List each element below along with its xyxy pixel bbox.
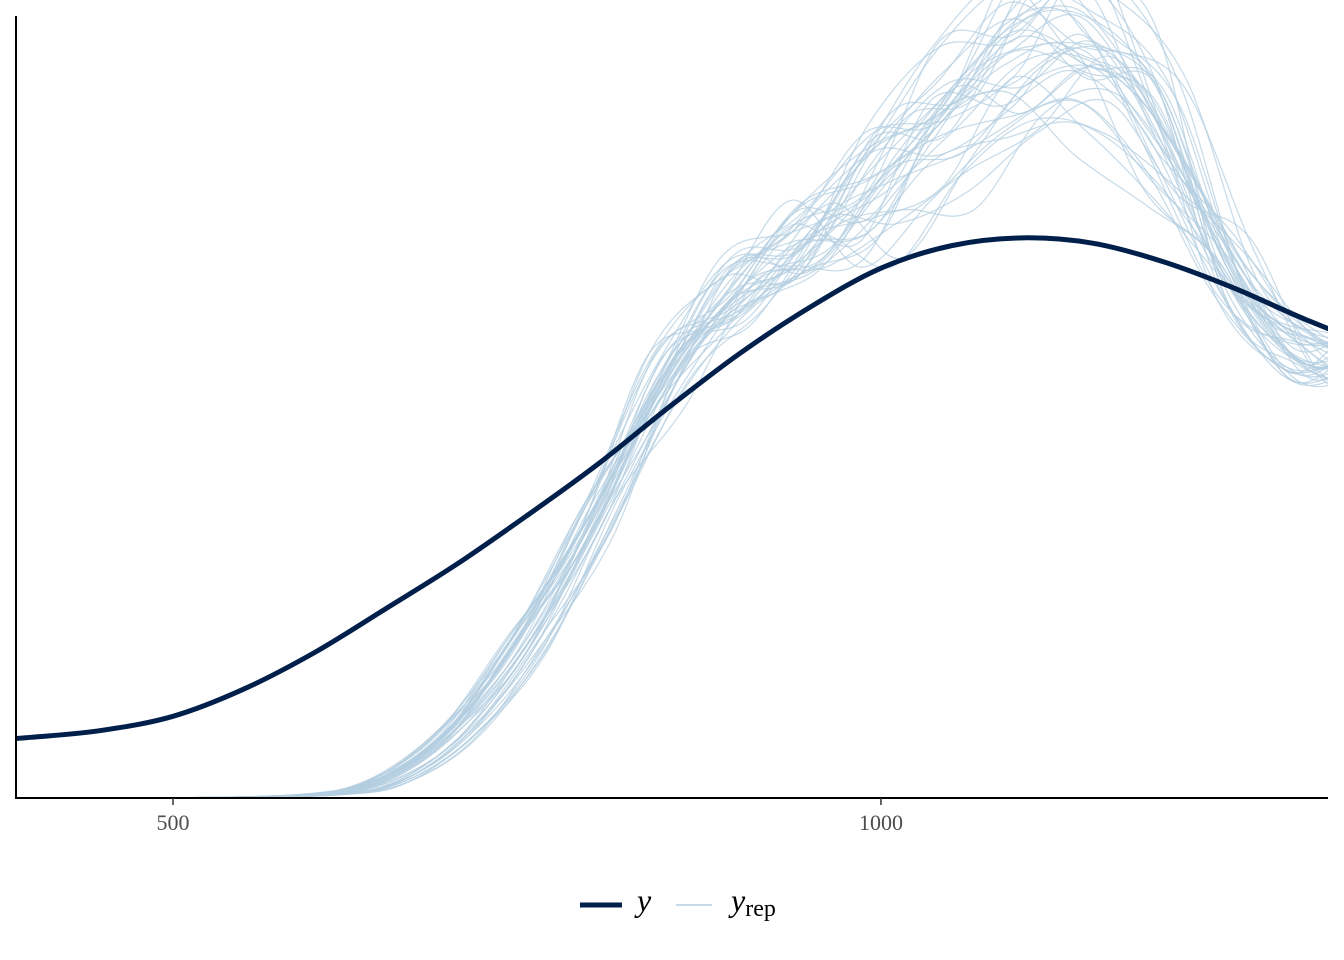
yrep-line [158, 1, 1328, 798]
x-ticks: 500100015002000 [157, 798, 903, 835]
legend-y-label: y [634, 882, 652, 918]
yrep-line [155, 90, 1328, 798]
yrep-line [152, 70, 1328, 798]
y-line [16, 235, 1328, 742]
yrep-line [176, 0, 1328, 798]
yrep-line [166, 9, 1328, 798]
yrep-line [192, 41, 1328, 798]
yrep-line [184, 117, 1328, 798]
legend-yrep-main: y [728, 882, 746, 918]
yrep-lines [152, 0, 1328, 798]
yrep-line [186, 0, 1328, 798]
yrep-line [182, 64, 1328, 798]
yrep-line [194, 45, 1328, 798]
yrep-line [178, 52, 1328, 798]
y-line-group [16, 235, 1328, 742]
yrep-line [161, 0, 1328, 798]
yrep-line [195, 87, 1328, 798]
yrep-line [162, 33, 1328, 798]
yrep-line [189, 55, 1328, 798]
legend-yrep-label: yrep [728, 882, 776, 922]
yrep-line [183, 64, 1328, 798]
yrep-line [156, 6, 1328, 798]
yrep-line [166, 49, 1328, 798]
x-tick-label: 1000 [859, 810, 903, 835]
yrep-line [162, 99, 1328, 798]
yrep-line [160, 14, 1328, 798]
yrep-line [172, 66, 1328, 798]
legend: y yrep [580, 882, 776, 922]
yrep-line [167, 0, 1328, 798]
yrep-line [195, 0, 1328, 798]
yrep-line [170, 35, 1328, 798]
yrep-line [155, 121, 1328, 798]
yrep-line [166, 0, 1328, 798]
x-tick-label: 500 [157, 810, 190, 835]
yrep-line [161, 0, 1328, 798]
yrep-line [188, 99, 1328, 798]
yrep-line [153, 97, 1328, 798]
yrep-line [163, 0, 1328, 798]
legend-yrep-sub: rep [745, 896, 776, 922]
yrep-line [160, 29, 1328, 798]
yrep-line [159, 47, 1328, 798]
